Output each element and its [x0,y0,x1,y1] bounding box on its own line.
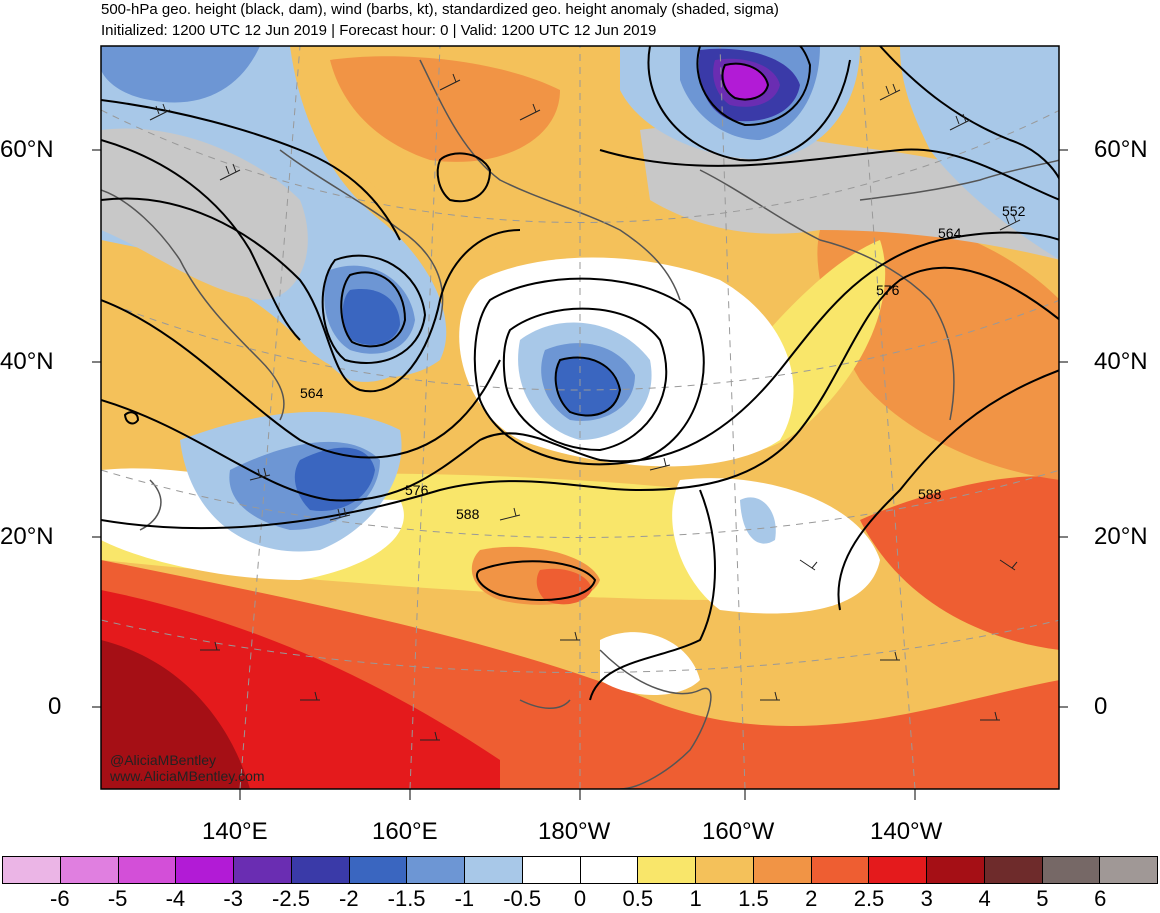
colorbar-label: -0.5 [503,886,542,911]
colorbar-label: -1 [454,886,475,911]
lon-label: 140°E [202,818,268,845]
credit-handle: @AliciaMBentley [110,752,217,768]
colorbar-label: -6 [50,886,70,911]
frame-ticks [92,149,1068,800]
credit-website: www.AliciaMBentley.com [110,768,265,784]
colorbar-swatch [291,857,350,883]
lat-label-left: 20°N [0,523,54,550]
colorbar-label: -1.5 [387,886,426,911]
colorbar-swatch [638,857,696,883]
lat-label-right: 40°N [1094,348,1148,375]
lat-label-left: 40°N [0,348,54,375]
chart-title: 500-hPa geo. height (black, dam), wind (… [101,1,779,18]
contour-label: 552 [1002,203,1026,219]
colorbar-swatch [522,857,581,883]
contour-label: 576 [876,282,900,298]
graticule [101,46,1059,789]
colorbar-label: 5 [1036,886,1049,911]
wind-barbs [149,73,1021,741]
chart-subtitle: Initialized: 1200 UTC 12 Jun 2019 | Fore… [101,22,657,39]
colorbar-label: -3 [223,886,243,911]
colorbar-swatch [696,857,754,883]
colorbar-swatch [811,857,870,883]
colorbar-label: 0.5 [622,886,654,911]
colorbar-label: -4 [165,886,186,911]
contour-label: 564 [938,225,962,241]
lon-label: 140°W [870,818,943,845]
anomaly-shading [101,46,1059,789]
colorbar-label: 1 [689,886,702,911]
colorbar-label: 3 [920,886,933,911]
lon-label: 180°W [538,818,611,845]
colorbar-label: -5 [107,886,128,911]
colorbar-swatch [1100,857,1157,883]
colorbar-labels: -6 -5 -4 -3 -2.5 -2 -1.5 -1 -0.5 0 0.5 1 1.5 2 2.5 3 4 5 6 [0,884,1160,913]
colorbar-label: 4 [978,886,991,911]
colorbar-swatch [1042,857,1101,883]
lon-label: 160°W [702,818,775,845]
colorbar [2,856,1158,884]
colorbar-label: 6 [1094,886,1107,911]
lat-label-left: 60°N [0,136,54,163]
colorbar-swatch [580,857,639,883]
colorbar-swatch [176,857,234,883]
lat-label-right: 20°N [1094,523,1148,550]
colorbar-swatch [60,857,119,883]
lat-label-left: 0 [48,693,62,720]
contour-label: 588 [918,486,942,502]
lon-label: 160°E [372,818,438,845]
colorbar-label: 2.5 [853,886,885,911]
colorbar-swatch [3,857,61,883]
colorbar-swatch [869,857,927,883]
colorbar-swatch [349,857,408,883]
contour-label: 576 [405,482,429,498]
colorbar-swatch [984,857,1043,883]
coastlines [101,59,1059,789]
colorbar-swatch [118,857,177,883]
lat-label-right: 60°N [1094,136,1148,163]
lat-label-right: 0 [1094,693,1108,720]
contour-label: 564 [300,385,324,401]
colorbar-swatch [407,857,465,883]
height-contours [101,46,1059,701]
contour-labels: 552 564 564 576 576 588 588 [300,203,1026,522]
colorbar-swatch [753,857,812,883]
colorbar-swatch [927,857,985,883]
colorbar-swatch [465,857,523,883]
colorbar-label: -2 [339,886,359,911]
colorbar-label: 0 [573,886,587,911]
contour-label: 588 [456,506,480,522]
colorbar-label: 1.5 [738,886,769,911]
colorbar-label: 2 [805,886,818,911]
colorbar-label: -2.5 [272,886,310,911]
colorbar-swatch [234,857,292,883]
